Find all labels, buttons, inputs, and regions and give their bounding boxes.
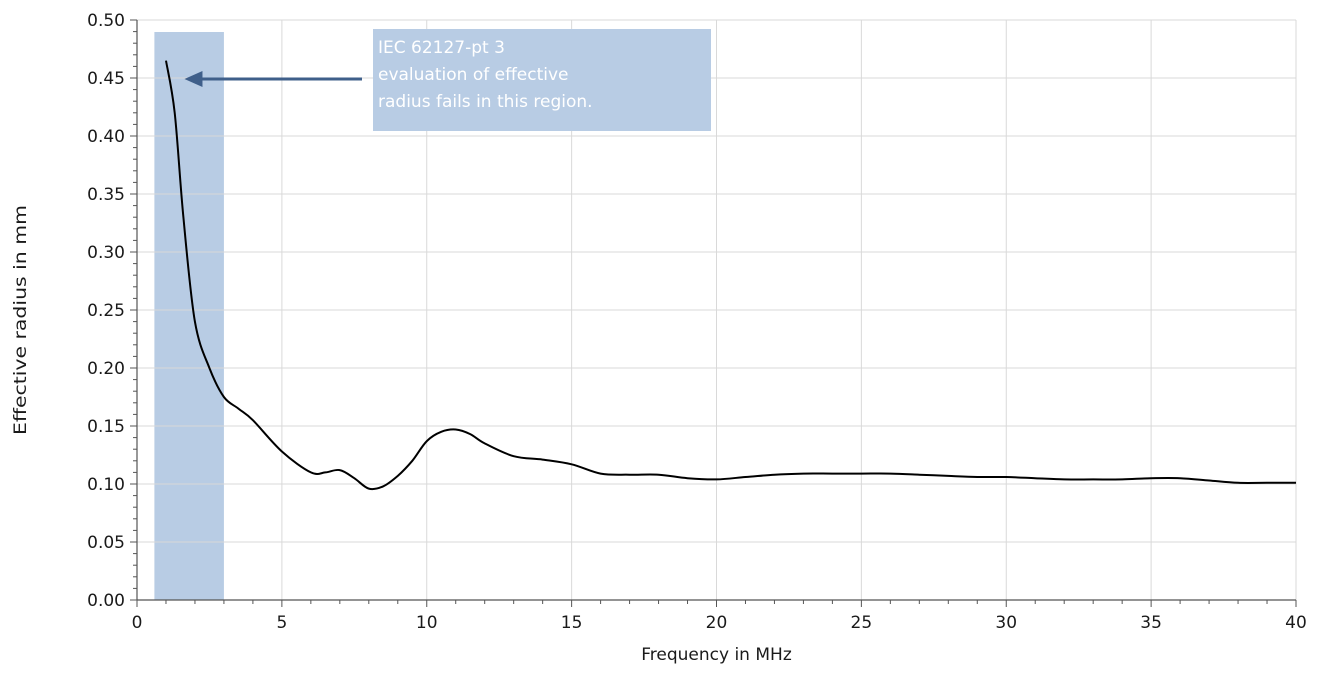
y-tick-label-4: 0.20 [87,359,125,379]
y-tick-label-1: 0.05 [87,533,125,553]
x-tick-label-8: 40 [1285,613,1307,633]
y-tick-label-9: 0.45 [87,69,125,89]
x-tick-label-3: 15 [561,613,583,633]
y-axis-title: Effective radius in mm [11,205,31,435]
x-tick-label-7: 35 [1140,613,1162,633]
annotation-line-2: evaluation of effective [378,65,569,85]
series-line-0 [165,60,1296,491]
annotation-arrow-head [184,71,203,87]
x-tick-label-4: 20 [706,613,728,633]
annotation-layer: IEC 62127-pt 3 evaluation of effective r… [184,29,711,131]
y-tick-label-0: 0.00 [87,591,125,611]
x-tick-label-0: 0 [132,613,143,633]
grid-layer [137,19,1297,600]
x-tick-label-2: 10 [416,613,438,633]
x-tick-label-5: 25 [851,613,873,633]
x-axis-title: Frequency in MHz [641,645,792,665]
x-tick-label-6: 30 [995,613,1017,633]
y-tick-label-5: 0.25 [87,301,125,321]
shaded-region-layer [154,32,224,600]
y-tick-label-8: 0.40 [87,127,125,147]
shaded-region [154,32,224,600]
series-layer [165,60,1296,491]
y-tick-label-6: 0.30 [87,243,125,263]
annotation-line-1: IEC 62127-pt 3 [378,38,505,58]
y-tick-label-3: 0.15 [87,417,125,437]
axis-layer [130,19,1297,607]
tick-label-layer: 0 5 10 15 20 25 30 35 40 0.00 0.05 0.10 0.15 0.20 0.25… [87,11,1307,633]
x-tick-label-1: 5 [276,613,287,633]
y-tick-label-2: 0.10 [87,475,125,495]
y-tick-label-10: 0.50 [87,11,125,31]
annotation-box [373,29,711,131]
y-tick-label-7: 0.35 [87,185,125,205]
annotation-line-3: radius fails in this region. [378,92,593,112]
